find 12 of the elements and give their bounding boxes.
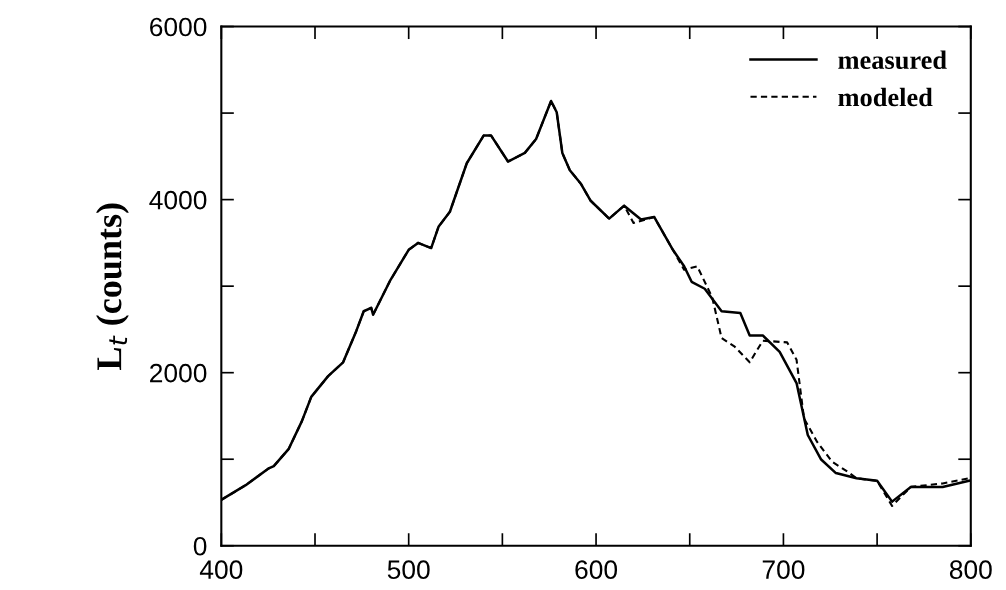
- x-tick-label: 600: [575, 560, 618, 580]
- y-tick-label: 6000: [150, 17, 207, 37]
- y-tick-label: 4000: [149, 190, 207, 210]
- x-tick-label: 500: [387, 560, 430, 580]
- y-tick-label: 0: [193, 536, 207, 556]
- legend-label: measured: [838, 50, 947, 70]
- legend-label: modeled: [838, 87, 933, 107]
- y-axis-title: L$_{t}$ (counts): [96, 203, 129, 371]
- x-tick-label: 800: [949, 560, 992, 580]
- y-tick-label: 2000: [150, 363, 207, 383]
- x-tick-label: 700: [762, 560, 805, 580]
- x-tick-label: 400: [199, 560, 243, 580]
